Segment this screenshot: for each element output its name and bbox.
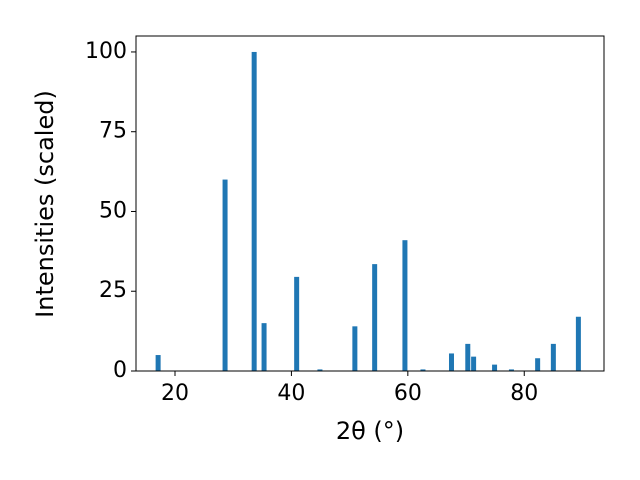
bar (448, 353, 454, 371)
y-tick-label: 0 (113, 358, 127, 383)
x-tick-label: 80 (510, 381, 538, 406)
bar (402, 240, 408, 371)
bar (352, 326, 358, 371)
bar (317, 369, 323, 371)
x-tick-label: 20 (161, 381, 189, 406)
y-tick-label: 50 (99, 198, 127, 223)
bar (471, 356, 477, 371)
y-tick-label: 25 (99, 278, 127, 303)
bar (535, 358, 541, 371)
bar (251, 51, 257, 371)
bar (550, 343, 556, 371)
bar (294, 276, 300, 371)
x-tick-label: 60 (394, 381, 422, 406)
bar (155, 355, 161, 371)
bar (372, 264, 378, 371)
bar (575, 316, 581, 371)
x-tick-label: 40 (277, 381, 305, 406)
bar (261, 323, 267, 371)
y-tick-label: 100 (85, 39, 127, 64)
plot-frame (135, 35, 605, 372)
y-tick-label: 75 (99, 119, 127, 144)
y-axis-label: Intensities (scaled) (31, 90, 59, 318)
x-axis-label: 2θ (°) (336, 417, 404, 445)
bar (465, 343, 471, 371)
bar (222, 179, 228, 371)
bar (420, 369, 426, 371)
bar (508, 369, 514, 371)
bar (492, 364, 498, 371)
